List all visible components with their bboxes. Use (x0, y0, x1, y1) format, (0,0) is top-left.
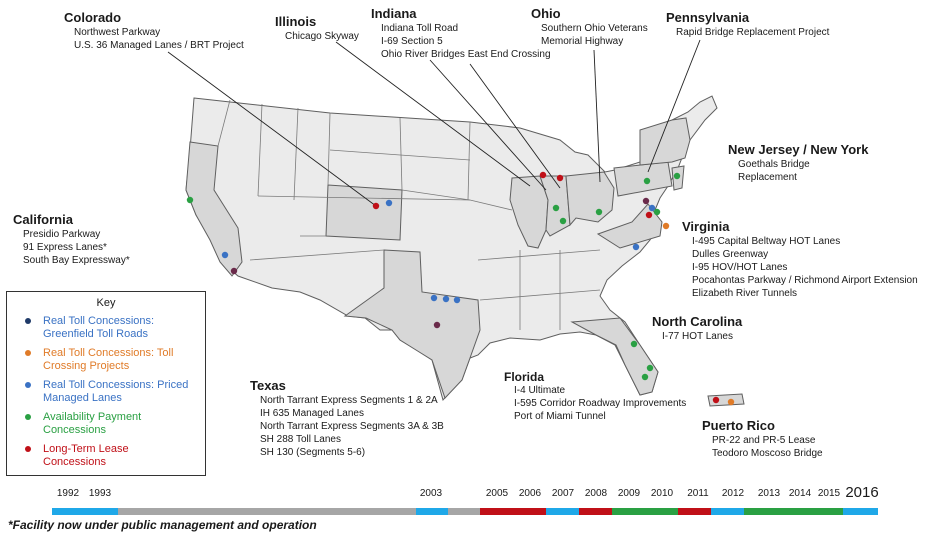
label-nj-ny: New Jersey / New York Goethals Bridge Re… (728, 142, 869, 183)
dot-va4 (653, 208, 661, 216)
dot-va5 (662, 222, 670, 230)
dot-va2 (648, 204, 656, 212)
label-pennsylvania: Pennsylvania Rapid Bridge Replacement Pr… (666, 10, 830, 38)
map-key: Key Real Toll Concessions: Greenfield To… (6, 291, 206, 476)
dot-sh130 (433, 321, 441, 329)
timeline-seg-2007 (546, 508, 579, 515)
key-item-toll-crossing: Real Toll Concessions: Toll Crossing Pro… (7, 347, 193, 373)
dot-tx3 (453, 296, 461, 304)
year-1993: 1993 (88, 488, 112, 499)
dot-skyway (539, 171, 547, 179)
key-dot (25, 350, 31, 356)
timeline-seg-1992 (52, 508, 85, 515)
year-2010: 2010 (650, 488, 674, 499)
label-colorado: Colorado Northwest Parkway U.S. 36 Manag… (64, 10, 244, 51)
timeline-seg-gap (118, 508, 416, 515)
timeline-seg-2016 (843, 508, 878, 515)
dot-south-bay (230, 267, 238, 275)
year-2014: 2014 (788, 488, 812, 499)
state-colorado (325, 184, 403, 241)
label-illinois: Illinois Chicago Skyway (275, 14, 359, 42)
label-florida: Florida I-4 Ultimate I-595 Corridor Road… (504, 370, 687, 422)
dot-tx2 (442, 295, 450, 303)
timeline-seg-2003 (416, 508, 448, 515)
state-california (185, 141, 243, 277)
timeline-seg-2004 (448, 508, 480, 515)
timeline-seg-2005 (480, 508, 513, 515)
key-item-lease: Long-Term Lease Concessions (7, 443, 193, 469)
year-2011: 2011 (687, 488, 709, 499)
dot-va3 (645, 211, 653, 219)
dot-pr22 (712, 396, 720, 404)
timeline-seg-1993 (85, 508, 118, 515)
year-2005: 2005 (485, 488, 509, 499)
dot-91-express (221, 251, 229, 259)
label-indiana: Indiana Indiana Toll Road I-69 Section 5… (371, 6, 551, 60)
dot-presidio (186, 196, 194, 204)
label-puerto-rico: Puerto Rico PR-22 and PR-5 Lease Teodoro… (702, 418, 823, 459)
timeline-seg-2013 (744, 508, 777, 515)
dot-i69 (552, 204, 560, 212)
dot-nc (632, 243, 640, 251)
timeline-seg-2009 (612, 508, 645, 515)
dot-miami (641, 373, 649, 381)
leader-lines (167, 39, 701, 207)
dot-pa (643, 177, 651, 185)
state-borders (217, 99, 601, 330)
year-2007: 2007 (551, 488, 575, 499)
dot-moscoso (727, 398, 735, 406)
state-texas (343, 249, 481, 399)
timeline-seg-2012 (711, 508, 744, 515)
year-2012: 2012 (721, 488, 745, 499)
key-item-priced-managed: Real Toll Concessions: Priced Managed La… (7, 379, 193, 405)
dot-ohio-river (559, 217, 567, 225)
state-new-york (639, 117, 691, 166)
dot-northwest-pkwy (372, 202, 380, 210)
key-dot (25, 382, 31, 388)
key-dot (25, 318, 31, 324)
year-2016: 2016 (845, 484, 879, 501)
key-item-availability: Availability Payment Concessions (7, 411, 193, 437)
year-2009: 2009 (617, 488, 641, 499)
label-north-carolina: North Carolina I-77 HOT Lanes (652, 314, 743, 342)
year-2013: 2013 (757, 488, 781, 499)
year-2015: 2015 (817, 488, 841, 499)
dot-indiana-toll (556, 174, 564, 182)
key-title: Key (96, 297, 116, 309)
timeline-seg-2014 (777, 508, 810, 515)
timeline-seg-2015 (810, 508, 843, 515)
timeline-seg-2008 (579, 508, 612, 515)
dot-i4 (630, 340, 638, 348)
timeline-seg-2011 (678, 508, 711, 515)
dot-goethals (673, 172, 681, 180)
key-dot (25, 414, 31, 420)
timeline-bar (52, 508, 878, 515)
footnote: *Facility now under public management an… (8, 518, 317, 532)
label-virginia: Virginia I-495 Capital Beltway HOT Lanes… (682, 219, 918, 299)
year-2006: 2006 (518, 488, 542, 499)
dot-va1 (642, 197, 650, 205)
label-ohio: Ohio Southern Ohio Veterans Memorial Hig… (531, 6, 648, 47)
year-1992: 1992 (56, 488, 80, 499)
year-2003: 2003 (419, 488, 443, 499)
timeline-seg-2010 (645, 508, 678, 515)
timeline-seg-2006 (513, 508, 546, 515)
project-dots (186, 171, 735, 406)
year-2008: 2008 (584, 488, 608, 499)
key-dot (25, 446, 31, 452)
key-item-greenfield: Real Toll Concessions: Greenfield Toll R… (7, 315, 193, 341)
dot-i595 (646, 364, 654, 372)
state-florida (570, 317, 659, 396)
dot-us36 (385, 199, 393, 207)
dot-ohio (595, 208, 603, 216)
label-texas: Texas North Tarrant Express Segments 1 &… (250, 378, 444, 458)
label-california: California Presidio Parkway 91 Express L… (13, 212, 130, 266)
dot-tx1 (430, 294, 438, 302)
